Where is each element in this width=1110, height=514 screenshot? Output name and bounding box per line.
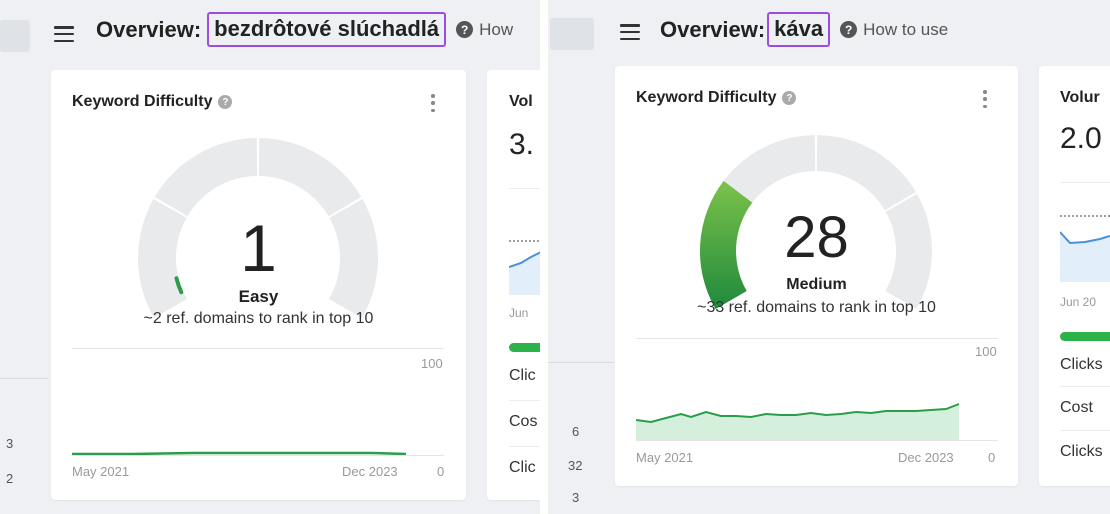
right-stub	[550, 18, 594, 50]
left-stub	[0, 20, 30, 52]
how-to-use-link[interactable]: ? How	[456, 20, 513, 40]
volume-title: Volur	[1060, 89, 1100, 106]
how-to-use-label: How to use	[863, 19, 949, 39]
volume-date: Jun 20	[1060, 295, 1097, 309]
kd-value: 1	[240, 211, 277, 285]
metric-clicks: Clic	[509, 367, 536, 384]
overview-label: Overview:	[96, 16, 202, 42]
page-title: Overview: káva ? How to use	[660, 12, 948, 47]
chart-axis-min: 0	[988, 450, 996, 465]
chart-axis-max: 100	[421, 356, 443, 371]
chart-baseline	[636, 440, 998, 441]
overview-label: Overview:	[660, 16, 766, 42]
side-number: 3	[572, 490, 580, 505]
volume-card: Vol 3. Jun Clic Cos Clic	[487, 70, 540, 500]
kd-description: ~2 ref. domains to rank in top 10	[143, 310, 374, 327]
kd-value: 28	[784, 205, 849, 270]
volume-value: 3.	[509, 128, 535, 161]
kd-level: Medium	[786, 276, 847, 293]
chart-date-start: May 2021	[72, 464, 130, 479]
kd-card-title: Keyword Difficulty ?	[72, 93, 233, 111]
kd-trend-chart	[636, 403, 960, 441]
volume-title: Vol	[509, 93, 533, 110]
keyword-highlight: káva	[767, 12, 831, 47]
keyword-highlight: bezdrôtové slúchadlá	[207, 12, 447, 47]
chart-top-line	[72, 348, 444, 349]
right-stub-line	[548, 362, 614, 363]
gauge-value-arc	[700, 180, 753, 309]
side-number: 2	[6, 471, 14, 486]
kd-description: ~33 ref. domains to rank in top 10	[697, 299, 936, 316]
gauge-track-segment	[885, 194, 932, 309]
kd-level: Easy	[238, 287, 279, 306]
metric-divider	[509, 400, 540, 401]
volume-card: Volur 2.0 Jun 20 Clicks Cost Clicks	[1039, 66, 1110, 486]
volume-value: 2.0	[1060, 122, 1102, 155]
metric-divider	[1060, 430, 1110, 431]
kd-gauge	[700, 135, 932, 309]
gauge-track-segment	[154, 138, 258, 217]
volume-divider	[1060, 182, 1110, 183]
volume-trend-chart	[509, 240, 540, 295]
left-stub-line	[0, 378, 48, 379]
menu-icon[interactable]	[54, 26, 74, 42]
kd-title-text: Keyword Difficulty	[636, 89, 777, 106]
kd-gauge	[138, 138, 378, 318]
volume-trend-chart	[1060, 215, 1110, 282]
kd-title-text: Keyword Difficulty	[72, 93, 213, 110]
metric-clicks-2: Clic	[509, 459, 536, 476]
volume-divider	[509, 188, 540, 189]
kd-more-icon[interactable]	[431, 94, 435, 112]
gauge-track-segment	[329, 199, 378, 318]
kd-trend-chart	[72, 451, 407, 456]
side-number: 3	[6, 436, 14, 451]
kd-card: Keyword Difficulty ? 28 Medium ~33 ref. …	[615, 66, 1018, 486]
gauge-track-segment	[138, 199, 187, 318]
kd-card: Keyword Difficulty ? 1 Easy ~2 ref. doma…	[51, 70, 466, 500]
gauge-track-segment	[716, 135, 816, 211]
gauge-track-segment	[258, 138, 362, 217]
how-to-use-label: How	[479, 19, 514, 39]
metric-cost: Cos	[509, 413, 538, 430]
kd-help-icon[interactable]: ?	[782, 91, 797, 105]
volume-date: Jun	[509, 306, 529, 320]
left-panel: Overview: bezdrôtové slúchadlá ? How Key…	[0, 0, 540, 514]
volume-green-bar	[509, 343, 540, 352]
side-number: 6	[572, 424, 580, 439]
gauge-value-arc	[174, 276, 184, 295]
help-icon: ?	[840, 21, 858, 38]
metric-divider	[509, 446, 540, 447]
right-panel: Overview: káva ? How to use Keyword Diff…	[548, 0, 1110, 514]
chart-date-start: May 2021	[636, 450, 694, 465]
chart-axis-max: 100	[975, 344, 997, 359]
how-to-use-link[interactable]: ? How to use	[840, 20, 948, 40]
metric-clicks: Clicks	[1060, 356, 1103, 373]
menu-icon[interactable]	[620, 24, 640, 40]
chart-axis-min: 0	[437, 464, 445, 479]
metric-cost: Cost	[1060, 399, 1093, 416]
chart-baseline	[72, 455, 444, 456]
chart-date-end: Dec 2023	[898, 450, 954, 465]
kd-card-title: Keyword Difficulty ?	[636, 89, 797, 107]
kd-more-icon[interactable]	[983, 90, 987, 108]
chart-top-line	[636, 338, 998, 339]
chart-date-end: Dec 2023	[342, 464, 398, 479]
panel-separator	[540, 0, 548, 514]
gauge-track-segment	[816, 135, 916, 211]
metric-divider	[1060, 386, 1110, 387]
kd-help-icon[interactable]: ?	[218, 95, 233, 109]
metric-clicks-2: Clicks	[1060, 443, 1103, 460]
volume-green-bar	[1060, 332, 1110, 341]
help-icon: ?	[456, 21, 474, 38]
page-title: Overview: bezdrôtové slúchadlá ? How	[96, 12, 513, 47]
side-number: 32	[568, 458, 583, 473]
